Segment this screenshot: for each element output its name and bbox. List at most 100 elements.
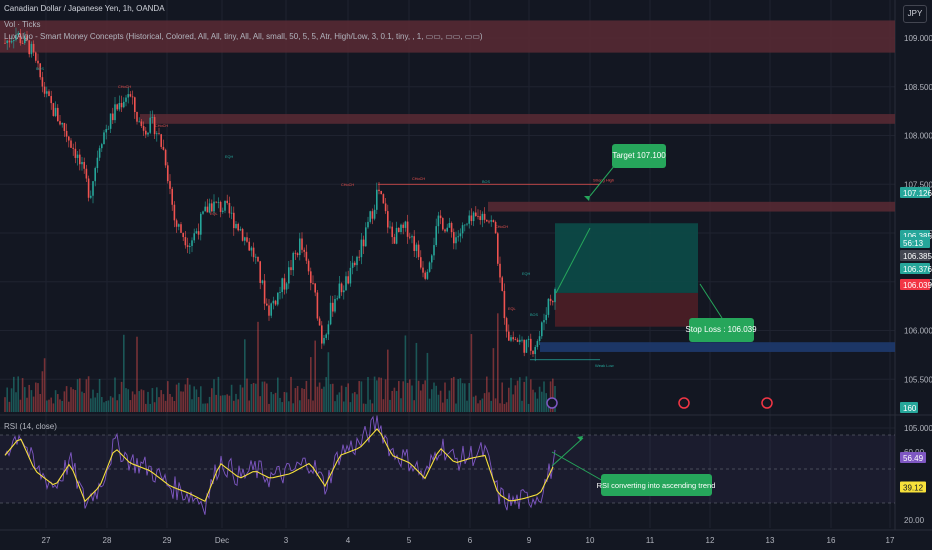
candle-body (389, 226, 391, 228)
candle-body (283, 278, 286, 290)
volume-bar (266, 383, 268, 412)
volume-bar (398, 381, 400, 412)
volume-bar (371, 403, 374, 412)
candle-body (323, 337, 325, 344)
volume-bar (248, 400, 250, 412)
volume-bar (505, 402, 508, 412)
candle-body (501, 277, 503, 291)
volume-bar (208, 396, 211, 412)
volume-bar (134, 394, 136, 412)
volume-bar (79, 378, 81, 412)
price-tick-label: 108.500 (904, 83, 932, 92)
volume-bar (437, 394, 440, 412)
candle-body (303, 249, 305, 252)
volume-bar (219, 395, 222, 412)
volume-bar (501, 382, 503, 412)
volume-bar (160, 390, 162, 412)
volume-bar (486, 376, 488, 412)
candle-body (351, 262, 354, 268)
volume-bar (180, 391, 182, 412)
volume-bar (514, 385, 517, 412)
volume-bar (307, 399, 310, 412)
volume-bar (244, 339, 246, 412)
candle-body (156, 133, 158, 135)
volume-bar (123, 334, 125, 412)
volume-bar (17, 376, 19, 412)
candle-body (142, 126, 145, 131)
volume-bar (74, 390, 77, 412)
candle-body (4, 42, 6, 44)
candle-body (552, 301, 554, 303)
volume-bar (252, 382, 255, 412)
volume-bar (164, 400, 167, 412)
candle-body (404, 221, 407, 228)
candle-body (387, 211, 389, 228)
volume-bar (472, 396, 475, 412)
volume-bar (316, 386, 319, 412)
volume-bar (241, 387, 244, 412)
candle-body (59, 121, 61, 125)
volume-bar (142, 390, 145, 412)
candle-body (270, 303, 272, 316)
time-tick-label: 12 (706, 536, 715, 545)
candle-body (358, 256, 360, 258)
candle-body (125, 97, 127, 102)
candle-body (186, 245, 189, 247)
candle-body (94, 168, 96, 182)
price-tag-label: 106.385 (903, 232, 932, 241)
candle-body (32, 43, 35, 53)
volume-bar (147, 391, 149, 412)
candle-body (472, 212, 475, 222)
volume-bar (373, 376, 376, 412)
structure-label: CHoCH (118, 85, 131, 89)
candle-body (211, 203, 213, 212)
candle-body (26, 35, 28, 41)
candle-body (426, 271, 429, 279)
rsi-value-tag (900, 451, 926, 463)
candle-body (63, 122, 66, 131)
price-tick-label: 105.000 (904, 424, 932, 433)
volume-bar (52, 403, 55, 412)
volume-bar (541, 391, 543, 412)
volume-bar (332, 383, 334, 412)
volume-bar (545, 393, 547, 412)
volume-bar (127, 389, 129, 412)
volume-bar (173, 401, 176, 412)
candle-body (527, 338, 530, 340)
volume-bar (112, 397, 114, 412)
volume-bar (378, 377, 380, 412)
candle-body (442, 218, 444, 230)
volume-bar (299, 400, 301, 412)
stop-callout (689, 318, 754, 342)
candle-body (378, 189, 380, 191)
volume-bar (453, 376, 455, 412)
candle-body (365, 227, 367, 247)
volume-bar (426, 352, 429, 412)
candle-body (134, 97, 136, 112)
volume-bar (131, 391, 134, 412)
candle-body (384, 203, 387, 212)
candle-body (90, 195, 92, 198)
volume-bar (61, 400, 63, 412)
volume-bar (107, 400, 110, 412)
volume-bar (334, 401, 336, 412)
candle-body (536, 341, 539, 347)
supply-zone-low (488, 201, 895, 212)
volume-bar (329, 384, 332, 412)
currency-button[interactable]: JPY (903, 5, 927, 23)
volume-bar (32, 396, 35, 412)
volume-bar (301, 388, 303, 412)
candle-body (514, 339, 517, 341)
volume-bar (294, 388, 297, 412)
candle-body (402, 224, 404, 228)
volume-bar (395, 390, 398, 412)
volume-bar (197, 397, 200, 412)
candle-body (81, 162, 83, 165)
candle-body (512, 337, 514, 340)
volume-bar (92, 389, 94, 412)
target-arrowhead (584, 196, 590, 201)
volume-bar (290, 376, 292, 412)
target-arrow (555, 227, 591, 294)
candle-body (411, 236, 413, 238)
